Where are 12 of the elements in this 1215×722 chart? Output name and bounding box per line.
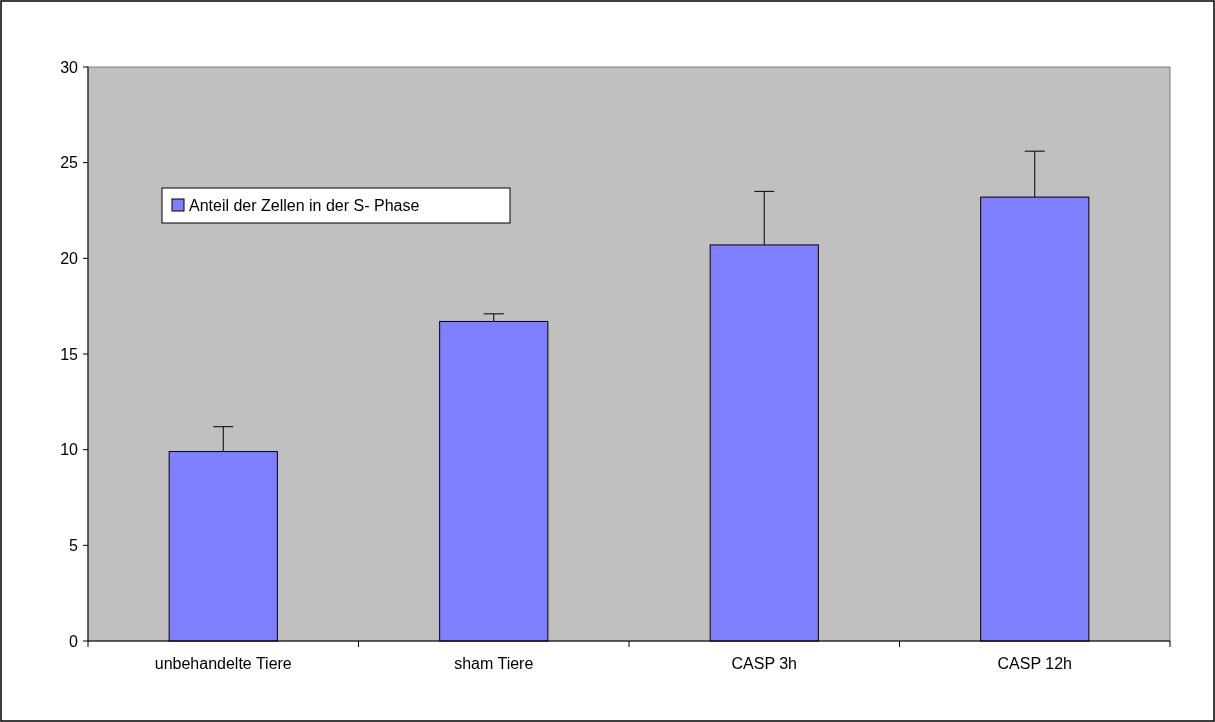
y-tick-label: 25 xyxy=(60,154,79,172)
x-tick-label: unbehandelte Tiere xyxy=(154,655,292,672)
legend-label: Anteil der Zellen in der S- Phase xyxy=(189,196,420,214)
y-tick-label: 15 xyxy=(60,345,79,363)
y-tick-label: 0 xyxy=(69,632,79,650)
x-tick-label: CASP 3h xyxy=(731,655,798,672)
y-tick-label: 10 xyxy=(60,441,79,459)
x-tick-label: CASP 12h xyxy=(997,655,1072,672)
x-tick-label: sham Tiere xyxy=(454,655,534,672)
y-tick-label: 30 xyxy=(60,58,79,76)
y-tick-label: 20 xyxy=(60,249,79,267)
y-tick-label: 5 xyxy=(69,536,79,554)
